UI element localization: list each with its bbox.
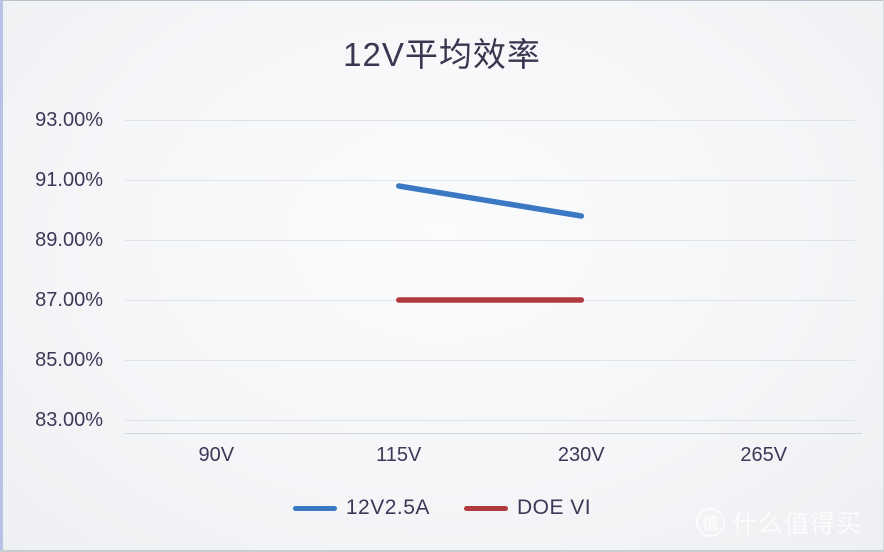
legend-item-0: 12V2.5A	[292, 496, 430, 520]
gridline	[125, 420, 855, 421]
x-axis-tick-label: 115V	[376, 444, 422, 466]
top-edge-divider	[0, 0, 884, 1]
smzdm-watermark-text: 什么值得买	[731, 510, 862, 538]
y-axis-tick-label: 91.00%	[35, 169, 103, 191]
legend-line-swatch	[292, 505, 337, 511]
x-axis-tick-label: 230V	[557, 444, 605, 466]
gridline	[125, 180, 855, 181]
legend-label: DOE VI	[516, 496, 592, 519]
chart-legend: 12V2.5A DOE VI	[0, 496, 884, 520]
smzdm-logo-icon: 值	[695, 507, 725, 537]
x-axis-line	[125, 433, 862, 434]
x-axis-tick-label: 265V	[740, 444, 788, 466]
y-axis-tick-label: 83.00%	[35, 409, 103, 431]
x-axis-tick-label: 90V	[198, 444, 235, 466]
y-axis-tick-label: 87.00%	[35, 289, 103, 311]
gridline	[125, 360, 855, 361]
gridline	[125, 120, 855, 121]
y-axis-tick-label: 89.00%	[35, 229, 103, 251]
gridline	[125, 240, 855, 241]
legend-line-swatch	[463, 505, 508, 511]
y-axis-tick-label: 93.00%	[35, 109, 103, 131]
bottom-edge-divider	[0, 550, 884, 552]
smzdm-watermark: 值 什么值得买	[695, 504, 862, 540]
chart-title: 12V平均效率	[343, 36, 541, 73]
legend-label: 12V2.5A	[345, 496, 430, 519]
series-line-0	[396, 183, 585, 219]
left-edge-divider	[0, 0, 3, 552]
legend-item-1: DOE VI	[463, 496, 592, 520]
y-axis-tick-label: 85.00%	[35, 349, 103, 371]
smzdm-logo-glyph: 值	[702, 516, 719, 533]
